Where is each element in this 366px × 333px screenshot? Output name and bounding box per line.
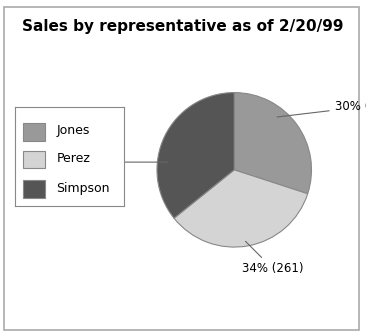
Text: 34% (261): 34% (261): [242, 241, 304, 275]
Text: Perez: Perez: [56, 152, 90, 165]
Wedge shape: [157, 93, 234, 218]
Text: Jones: Jones: [56, 124, 90, 137]
Text: Sales by representative as of 2/20/99: Sales by representative as of 2/20/99: [22, 19, 344, 34]
Text: 30% (229): 30% (229): [277, 100, 366, 117]
Bar: [23, 123, 45, 141]
Wedge shape: [174, 170, 308, 247]
Bar: [23, 151, 45, 168]
Bar: [23, 180, 45, 198]
Text: Simpson: Simpson: [56, 182, 110, 195]
Wedge shape: [234, 93, 311, 194]
Text: 36% (273): 36% (273): [53, 156, 168, 168]
